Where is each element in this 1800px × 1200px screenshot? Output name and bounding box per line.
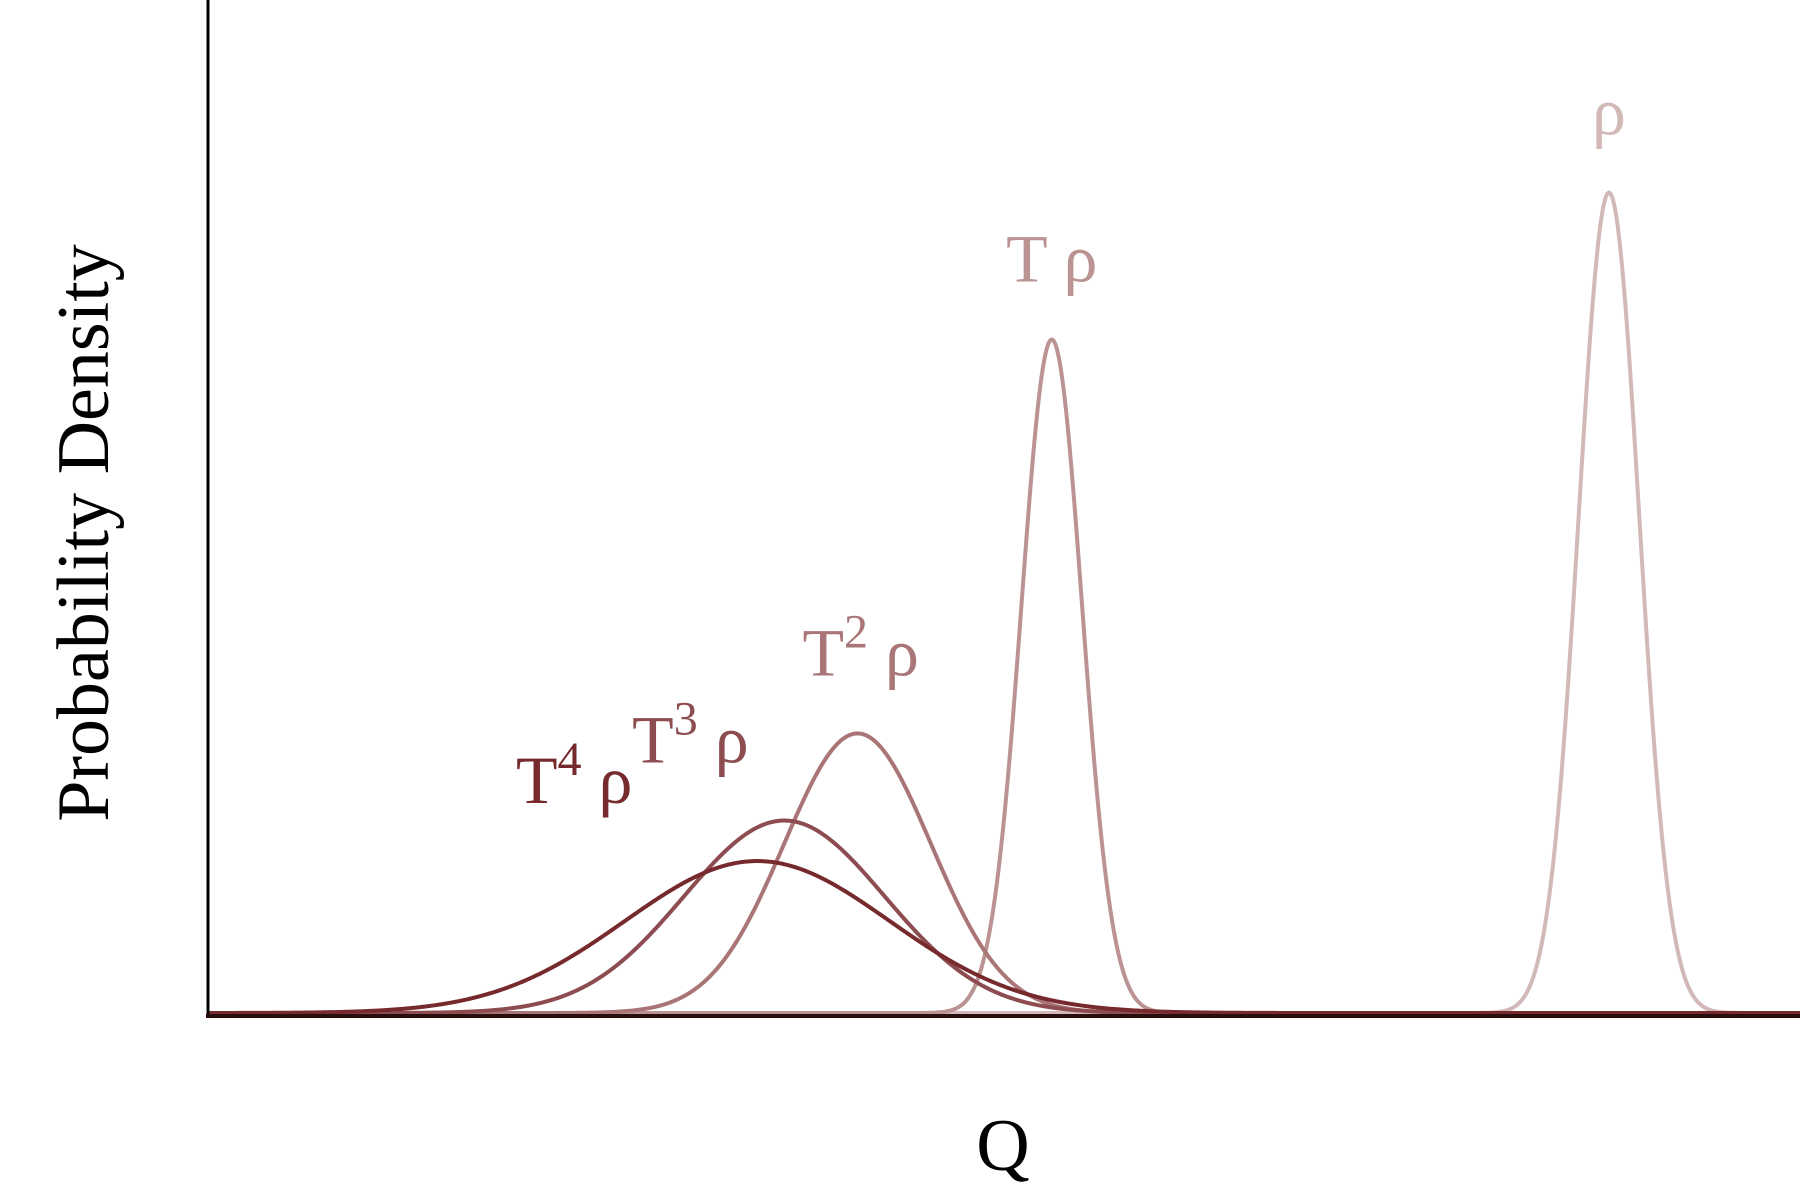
series-label-1: T ρ: [1006, 220, 1097, 296]
series-label-3: T3 ρ: [632, 693, 748, 778]
series-line-1: [207, 337, 1800, 1015]
series-line-0: [207, 190, 1800, 1015]
series-line-3: [207, 818, 1800, 1015]
x-axis-title: Q: [976, 1105, 1029, 1187]
series-line-4: [207, 859, 1800, 1015]
curves-layer: [207, 190, 1800, 1015]
y-axis-title: Probability Density: [43, 244, 125, 822]
series-label-4: T4 ρ: [516, 733, 632, 818]
series-label-0: ρ: [1592, 74, 1626, 150]
labels-layer: ρ T ρ T2 ρ T3 ρT4 ρ: [516, 74, 1626, 819]
series-label-2: T2 ρ: [802, 605, 918, 690]
